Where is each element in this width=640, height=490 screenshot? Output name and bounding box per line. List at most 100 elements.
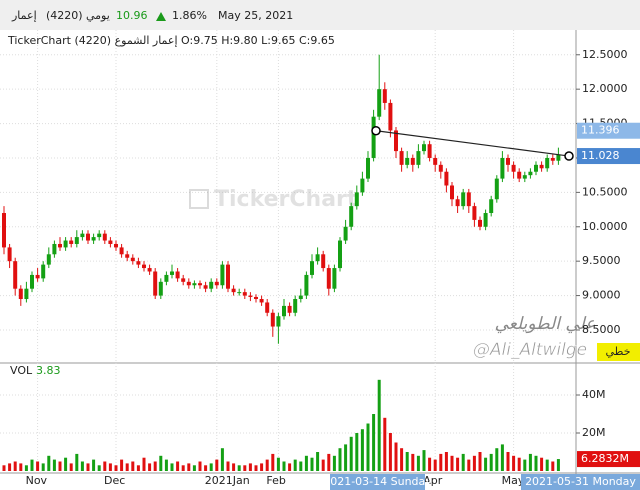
candle-body <box>181 278 186 282</box>
volume-bar <box>288 463 292 471</box>
volume-bar <box>472 455 476 471</box>
volume-bar <box>422 450 426 471</box>
x-tick-label: 2021Jan <box>205 474 250 487</box>
volume-bar <box>86 463 90 471</box>
y-tick-label: 12.0000 <box>582 82 628 95</box>
volume-bar <box>142 457 146 471</box>
candle-body <box>326 268 331 289</box>
candle-body <box>354 192 359 207</box>
candle-body <box>422 144 426 152</box>
crosshair-date: 2021-03-14 Sunday <box>323 475 432 488</box>
candle-body <box>382 89 387 103</box>
volume-bar <box>69 463 73 471</box>
volume-bar <box>405 452 409 471</box>
volume-bar <box>75 453 79 471</box>
candle-body <box>388 102 393 131</box>
volume-bar <box>204 465 208 471</box>
candle-body <box>461 192 466 207</box>
y-tick-label: 8.5000 <box>582 323 621 336</box>
volume-bar <box>170 463 174 471</box>
date: May 25, 2021 <box>218 9 293 22</box>
trendline-handle <box>564 151 574 161</box>
volume-bar <box>226 461 230 471</box>
candle-body <box>483 213 488 227</box>
header-bar <box>0 0 640 30</box>
candle-body <box>209 281 214 289</box>
volume-bar <box>176 461 180 471</box>
volume-label: VOL <box>10 364 33 377</box>
candle-body <box>214 281 219 286</box>
price-tag-box <box>577 148 640 165</box>
candle-body <box>282 305 286 317</box>
candle-body <box>265 302 270 313</box>
candle-body <box>534 164 538 172</box>
volume-bar <box>512 455 516 471</box>
volume-bar <box>366 423 370 471</box>
volume-bar <box>400 448 404 471</box>
volume-bar <box>344 444 348 471</box>
candle-body <box>349 206 354 227</box>
volume-bar <box>545 459 549 471</box>
volume-bar <box>36 461 40 471</box>
candle-body <box>91 237 96 241</box>
volume-bar <box>540 457 544 471</box>
watermark: TickerChart <box>189 187 358 212</box>
trendline-handle <box>371 125 381 136</box>
candle-body <box>545 157 550 169</box>
trendline <box>375 130 570 157</box>
candle-body <box>80 233 85 238</box>
candle-body <box>147 268 152 272</box>
volume-bar <box>282 461 286 471</box>
candle-body <box>276 316 281 327</box>
candle-body <box>427 144 432 158</box>
volume-bar <box>153 461 157 471</box>
candle-body <box>108 240 113 244</box>
candle-body <box>343 226 348 241</box>
volume-tag-box <box>577 451 640 468</box>
candle-body <box>444 171 449 186</box>
candle-body <box>24 288 29 300</box>
change: 1.86% <box>172 9 207 22</box>
stock-name: إعمار <box>11 9 37 22</box>
candle-body <box>58 243 62 248</box>
candle-body <box>220 264 225 286</box>
candle-body <box>18 288 23 300</box>
volume-bar <box>243 465 247 471</box>
candle-body <box>13 261 18 289</box>
candle-body <box>170 271 174 275</box>
price-tag: 11.028 <box>581 149 620 162</box>
volume-bar <box>30 459 34 471</box>
volume-bar <box>136 465 140 471</box>
volume-bar <box>120 459 124 471</box>
volume-bar <box>24 465 28 471</box>
candle-body <box>433 157 438 165</box>
volume-bar <box>372 414 376 471</box>
candle-body <box>7 247 12 262</box>
candle-body <box>332 268 337 289</box>
volume-bar <box>232 463 236 471</box>
candle-body <box>472 206 477 220</box>
candle-body <box>254 296 258 300</box>
candle-body <box>136 261 141 265</box>
candle-body <box>248 295 253 297</box>
candle-body <box>416 151 421 165</box>
candle-body <box>556 154 561 161</box>
candle-body <box>489 199 494 214</box>
volume-bar <box>164 459 168 471</box>
volume-bar <box>332 455 336 471</box>
candle-body <box>203 285 208 289</box>
candle-body <box>394 130 398 152</box>
x-tick-label: Apr <box>423 474 443 487</box>
candle-body <box>293 299 298 313</box>
candle-body <box>500 157 505 179</box>
volume-bar <box>310 457 314 471</box>
volume-bar <box>114 465 118 471</box>
volume-bar <box>13 461 17 471</box>
volume-bar <box>52 459 56 471</box>
x-tick-label: Nov <box>26 474 48 487</box>
volume-bar <box>293 459 297 471</box>
volume-bar <box>97 465 101 471</box>
volume-last: 3.83 <box>36 364 61 377</box>
candle-body <box>522 175 527 179</box>
